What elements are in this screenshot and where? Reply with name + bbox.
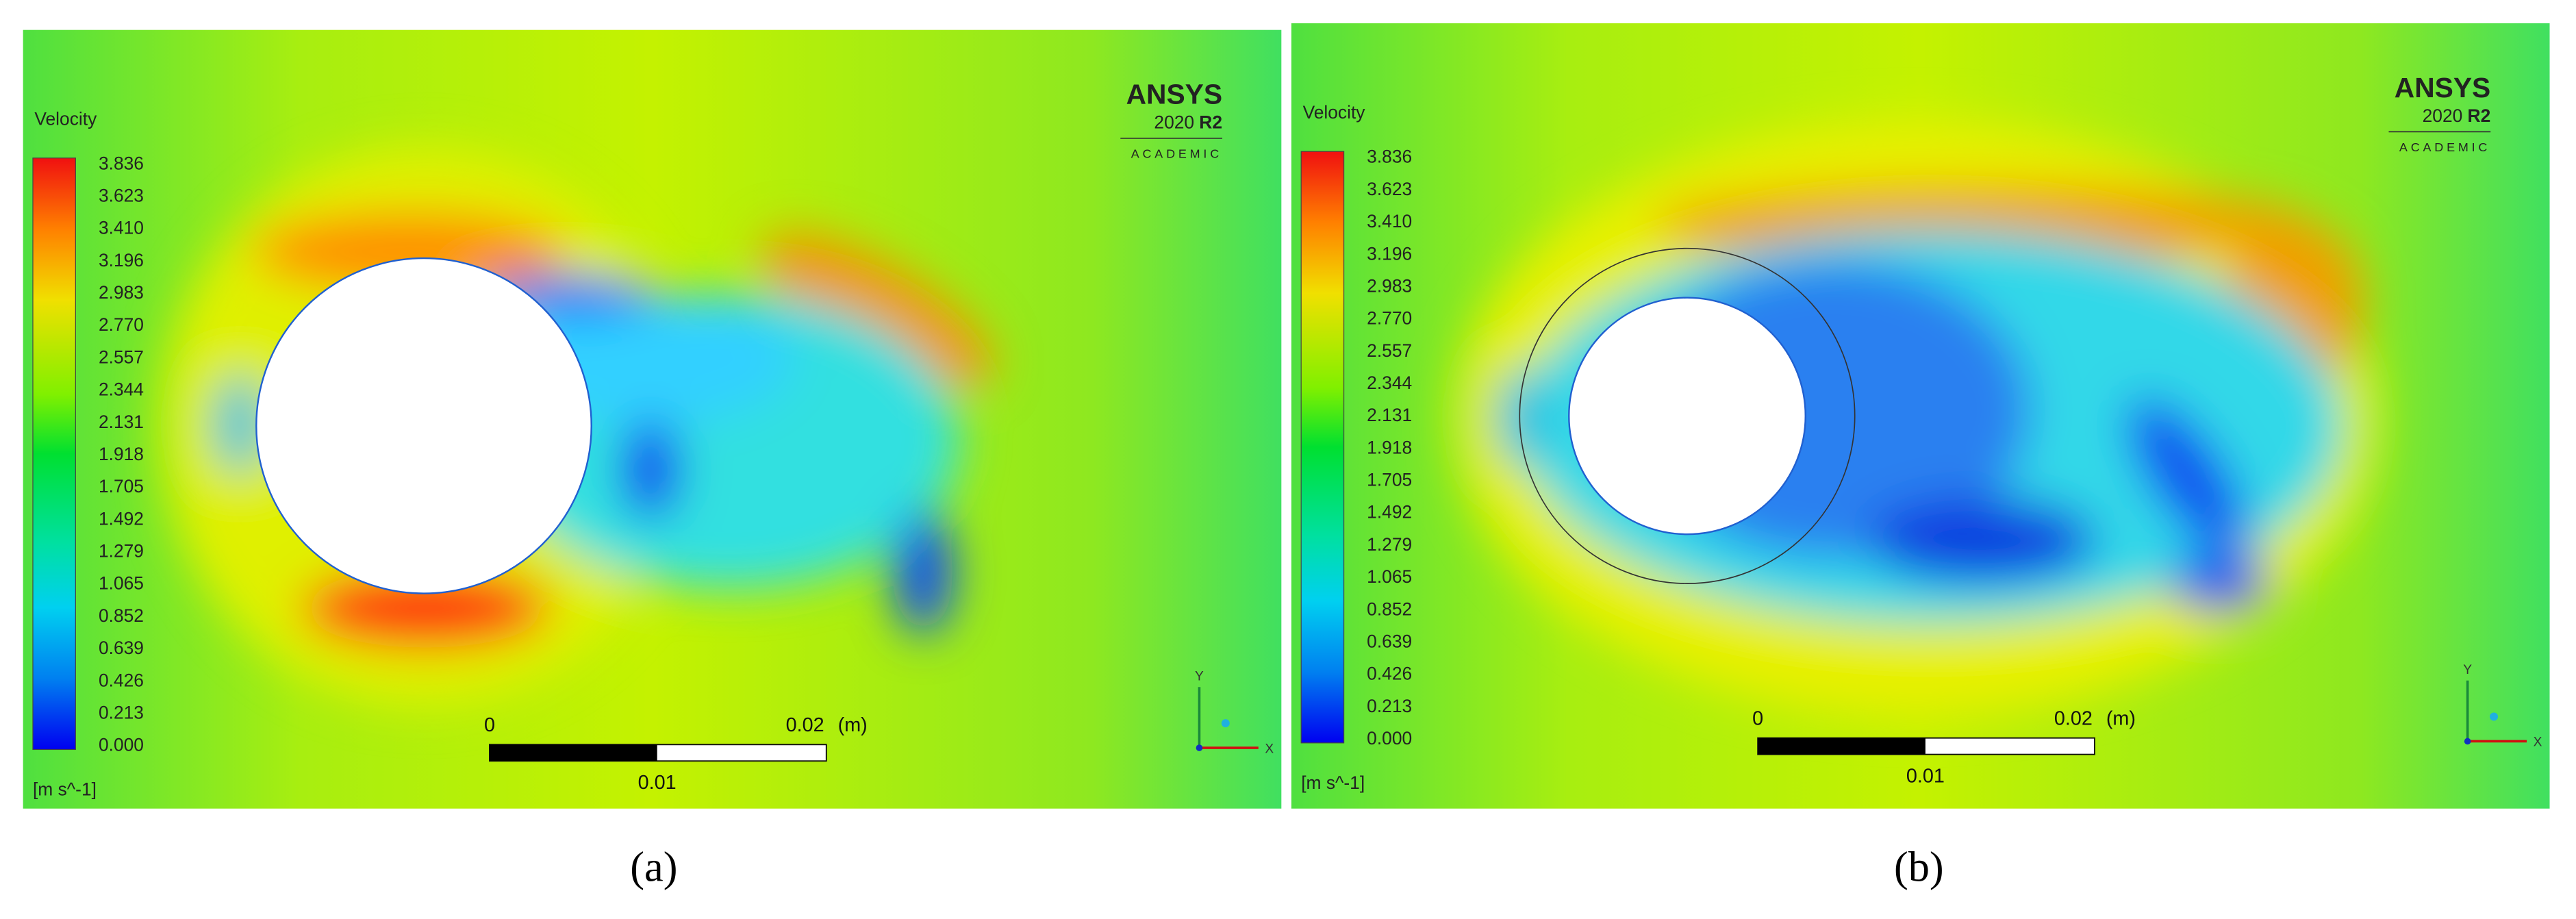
axis-origin — [2464, 738, 2471, 745]
flow-region — [620, 420, 681, 520]
colorbar — [32, 158, 76, 751]
flow-region — [302, 568, 549, 648]
colorbar-tick-label: 1.705 — [1367, 470, 1412, 490]
colorbar-tick-label: 0.639 — [99, 638, 144, 658]
colorbar-tick-label: 0.213 — [1367, 696, 1412, 716]
version: 2020 — [1154, 112, 1194, 133]
colorbar-tick-label: 1.492 — [1367, 502, 1412, 523]
colorbar-tick-label: 3.410 — [1367, 211, 1412, 231]
colorbar-tick-label: 1.918 — [99, 444, 144, 464]
colorbar-tick-label: 3.623 — [1367, 179, 1412, 199]
colorbar-title: Velocity — [34, 109, 97, 129]
logo-version: 2020 R2 — [1154, 112, 1222, 133]
colorbar-tick-label: 3.836 — [1367, 147, 1412, 167]
release: R2 — [2468, 105, 2491, 126]
colorbar-tick-label: 3.196 — [1367, 243, 1412, 264]
colorbar-tick-label: 1.065 — [99, 573, 144, 594]
cylinder — [255, 257, 592, 594]
colorbar-tick-label: 0.852 — [99, 605, 144, 626]
colorbar-tick-label: 2.131 — [1367, 405, 1412, 425]
scale-end: 0.02 — [2054, 707, 2093, 729]
cylinder — [1568, 297, 1806, 536]
axis-z — [1221, 719, 1230, 728]
colorbar-tick-label: 0.852 — [1367, 599, 1412, 619]
flow-region — [1866, 498, 2097, 584]
axis-x-label: X — [1265, 742, 1274, 756]
colorbar-tick-label: 1.279 — [99, 541, 144, 562]
colorbar-tick-label: 2.344 — [99, 379, 144, 400]
colorbar — [1300, 151, 1345, 744]
logo-edition: ACADEMIC — [1131, 147, 1222, 161]
colorbar-tick-label: 1.705 — [99, 476, 144, 496]
scale-bar-black — [1758, 738, 1925, 755]
colorbar-tick-label: 0.426 — [99, 670, 144, 690]
colorbar-tick-label: 0.426 — [1367, 664, 1412, 684]
flow-region — [761, 232, 994, 386]
scale-start: 0 — [1752, 707, 1763, 729]
velocity-contour — [23, 29, 1282, 809]
colorbar-tick-label: 0.000 — [99, 735, 144, 755]
logo-version: 2020 R2 — [2423, 105, 2491, 126]
axis-y-label: Y — [2463, 663, 2472, 677]
colorbar-title: Velocity — [1303, 102, 1366, 123]
colorbar-tick-label: 3.623 — [99, 185, 144, 205]
panel: Velocity 3.836 3.623 3.410 3.196 2.983 2.770 2.… — [23, 29, 1282, 809]
scale-end: 0.02 — [786, 714, 824, 736]
logo-brand: ANSYS — [2395, 72, 2490, 103]
colorbar-tick-label: 0.000 — [1367, 728, 1412, 748]
flow-region — [894, 509, 953, 635]
velocity-contour — [1291, 23, 2550, 809]
scale-mid: 0.01 — [1906, 765, 1945, 787]
axis-z — [2490, 712, 2499, 721]
colorbar-unit: [m s^-1] — [1301, 772, 1365, 793]
axis-origin — [1196, 744, 1203, 751]
flow-region — [2170, 552, 2269, 612]
colorbar-tick-label: 2.983 — [99, 282, 144, 303]
colorbar-tick-label: 2.770 — [99, 314, 144, 335]
panel-label: (b) — [1894, 843, 1944, 890]
version: 2020 — [2423, 105, 2463, 126]
scale-start: 0 — [484, 714, 495, 736]
panel: Velocity 3.836 3.623 3.410 3.196 2.983 2.770 2.… — [1291, 23, 2550, 809]
colorbar-tick-label: 2.131 — [99, 412, 144, 432]
colorbar-tick-label: 2.557 — [1367, 340, 1412, 361]
scale-unit: (m) — [2106, 707, 2136, 729]
release: R2 — [1199, 112, 1222, 133]
colorbar-unit: [m s^-1] — [33, 779, 97, 800]
flow-region — [213, 375, 266, 474]
colorbar-tick-label: 2.557 — [99, 347, 144, 367]
colorbar-tick-label: 3.836 — [99, 153, 144, 173]
colorbar-tick-label: 0.213 — [99, 702, 144, 722]
colorbar-tick-label: 3.196 — [99, 250, 144, 270]
flow-region — [1495, 368, 1548, 467]
scale-unit: (m) — [838, 714, 868, 736]
logo-brand: ANSYS — [1126, 79, 1222, 110]
axis-y-label: Y — [1195, 670, 1204, 684]
panel-label: (a) — [630, 843, 677, 890]
colorbar-tick-label: 0.639 — [1367, 631, 1412, 651]
flow-region — [2127, 398, 2247, 553]
colorbar-tick-label: 1.492 — [99, 508, 144, 529]
scale-mid: 0.01 — [638, 772, 677, 794]
colorbar-tick-label: 1.065 — [1367, 566, 1412, 587]
colorbar-tick-label: 2.344 — [1367, 373, 1412, 393]
axis-x-label: X — [2534, 735, 2542, 750]
colorbar-tick-label: 2.983 — [1367, 275, 1412, 296]
colorbar-tick-label: 1.918 — [1367, 437, 1412, 457]
colorbar-tick-label: 2.770 — [1367, 308, 1412, 329]
colorbar-tick-label: 1.279 — [1367, 534, 1412, 555]
colorbar-tick-label: 3.410 — [99, 218, 144, 238]
logo-edition: ACADEMIC — [2399, 140, 2490, 154]
mesh-interface — [1519, 247, 1856, 584]
scale-bar-black — [489, 744, 657, 761]
